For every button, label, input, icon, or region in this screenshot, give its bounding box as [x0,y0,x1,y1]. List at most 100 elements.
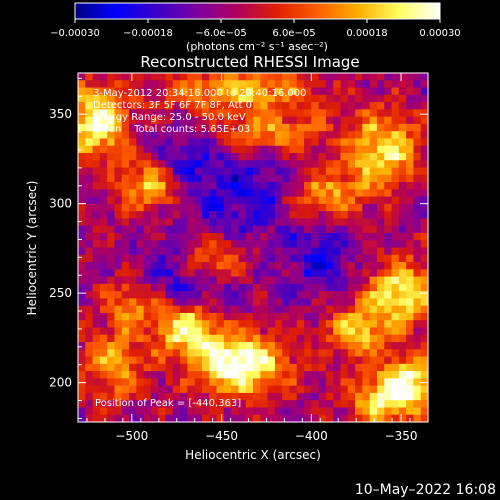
heatmap-cell [201,305,210,314]
heatmap-cell [85,189,94,198]
heatmap-cell [78,167,86,176]
heatmap-cell [172,109,181,118]
heatmap-cell [267,334,276,343]
heatmap-cell [180,145,188,154]
heatmap-cell [150,211,159,220]
heatmap-cell [362,371,371,379]
heatmap-cell [253,196,261,205]
heatmap-cell [355,371,363,379]
heatmap-cell [376,247,385,256]
heatmap-cell [194,94,203,103]
heatmap-cell [289,240,298,249]
heatmap-cell [355,109,363,118]
heatmap-cell [107,138,116,147]
heatmap-cell [209,312,218,321]
heatmap-cell [143,87,152,96]
heatmap-cell [362,131,371,140]
heatmap-cell [296,320,305,329]
heatmap-cell [347,167,356,176]
heatmap-cell [231,349,240,358]
heatmap-cell [165,342,174,350]
heatmap-cell [333,392,342,401]
heatmap-cell [333,349,342,358]
heatmap-cell [369,356,378,365]
heatmap-cell [311,80,320,89]
heatmap-cell [260,196,269,205]
heatmap-cell [209,342,218,350]
heatmap-cell [209,116,218,125]
heatmap-cell [180,211,188,220]
heatmap-cell [274,262,283,270]
heatmap-cell [150,276,159,285]
heatmap-cell [362,283,371,292]
heatmap-cell [78,320,86,329]
heatmap-cell [92,371,101,379]
heatmap-cell [296,269,305,278]
heatmap-cell [282,160,291,169]
heatmap-cell [238,407,247,416]
heatmap-cell [340,109,349,118]
heatmap-cell [223,269,232,278]
heatmap-cell [209,247,218,256]
heatmap-cell [121,87,130,96]
heatmap-cell [209,283,218,292]
heatmap-cell [158,94,167,103]
heatmap-cell [282,392,291,401]
heatmap-cell [223,123,232,132]
heatmap-cell [165,232,174,241]
heatmap-cell [355,116,363,125]
heatmap-cell [362,400,371,409]
heatmap-cell [362,327,371,336]
heatmap-cell [107,73,116,81]
heatmap-cell [260,94,269,103]
heatmap-cell [398,298,407,307]
heatmap-cell [172,232,181,241]
heatmap-cell [333,94,342,103]
heatmap-cell [369,392,378,401]
heatmap-cell [245,334,254,343]
heatmap-cell [231,262,240,270]
heatmap-cell [267,232,276,241]
heatmap-cell [165,371,174,379]
heatmap-cell [136,283,145,292]
heatmap-cell [216,378,225,387]
heatmap-cell [260,116,269,125]
heatmap-cell [180,138,188,147]
heatmap-cell [304,269,312,278]
heatmap-cell [369,182,378,190]
heatmap-cell [129,131,137,140]
heatmap-cell [209,407,218,416]
heatmap-cell [267,342,276,350]
heatmap-cell [274,254,283,263]
heatmap-cell [274,371,283,379]
heatmap-cell [245,298,254,307]
heatmap-cell [296,298,305,307]
heatmap-cell [231,189,240,198]
heatmap-cell [406,298,415,307]
heatmap-cell [107,283,116,292]
heatmap-cell [260,407,269,416]
heatmap-cell [362,363,371,372]
heatmap-cell [143,327,152,336]
heatmap-cell [172,116,181,125]
heatmap-cell [99,80,108,89]
heatmap-cell [369,211,378,220]
heatmap-cell [274,138,283,147]
heatmap-cell [209,254,218,263]
heatmap-cell [362,145,371,154]
heatmap-cell [340,291,349,299]
heatmap-cell [129,356,137,365]
heatmap-cell [245,320,254,329]
heatmap-cell [136,291,145,299]
heatmap-cell [245,167,254,176]
heatmap-cell [325,269,334,278]
heatmap-cell [391,94,400,103]
heatmap-cell [362,232,371,241]
heatmap-cell [209,320,218,329]
heatmap-cell [398,414,407,423]
heatmap-cell [406,131,415,140]
heatmap-cell [194,327,203,336]
heatmap-cell [420,356,429,365]
heatmap-cell [187,371,196,379]
heatmap-cell [216,371,225,379]
